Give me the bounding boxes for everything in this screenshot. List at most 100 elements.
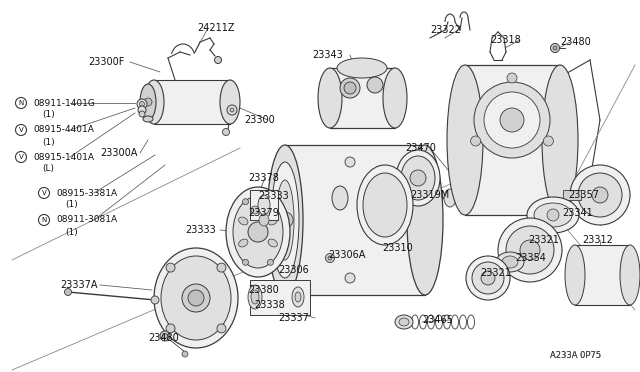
Ellipse shape xyxy=(318,68,342,128)
Ellipse shape xyxy=(143,116,153,122)
Bar xyxy=(575,245,630,305)
Circle shape xyxy=(481,271,495,285)
Circle shape xyxy=(570,165,630,225)
Text: 23338: 23338 xyxy=(254,300,285,310)
Circle shape xyxy=(214,57,221,64)
Ellipse shape xyxy=(527,197,579,233)
Circle shape xyxy=(472,262,504,294)
Text: 23306: 23306 xyxy=(278,265,308,275)
Ellipse shape xyxy=(620,245,640,305)
Text: V: V xyxy=(42,190,46,196)
Text: 23310: 23310 xyxy=(382,243,413,253)
Text: 23480: 23480 xyxy=(148,333,179,343)
Ellipse shape xyxy=(502,256,518,268)
Text: N: N xyxy=(42,217,47,223)
Text: 23322: 23322 xyxy=(430,25,461,35)
Circle shape xyxy=(65,289,72,295)
Circle shape xyxy=(344,82,356,94)
Circle shape xyxy=(543,136,554,146)
Text: 23480: 23480 xyxy=(560,37,591,47)
Ellipse shape xyxy=(239,217,248,225)
Circle shape xyxy=(163,334,168,339)
Circle shape xyxy=(140,102,145,106)
Circle shape xyxy=(474,82,550,158)
Text: 23318: 23318 xyxy=(490,35,521,45)
Circle shape xyxy=(507,73,517,83)
Ellipse shape xyxy=(154,248,238,348)
Text: 23470: 23470 xyxy=(405,143,436,153)
Circle shape xyxy=(160,331,170,341)
Circle shape xyxy=(367,77,383,93)
Ellipse shape xyxy=(268,239,277,247)
Text: (1): (1) xyxy=(42,110,55,119)
Text: 24211Z: 24211Z xyxy=(197,23,234,33)
Bar xyxy=(465,65,560,215)
Ellipse shape xyxy=(337,58,387,78)
Circle shape xyxy=(578,173,622,217)
Text: 23333: 23333 xyxy=(185,225,216,235)
Bar xyxy=(154,80,230,124)
Text: 23312: 23312 xyxy=(582,235,613,245)
Circle shape xyxy=(251,206,259,214)
Ellipse shape xyxy=(144,80,164,124)
Ellipse shape xyxy=(357,165,413,245)
Circle shape xyxy=(328,256,332,260)
Circle shape xyxy=(144,98,152,106)
Ellipse shape xyxy=(248,285,262,309)
Text: 08915-1401A: 08915-1401A xyxy=(33,153,94,161)
Text: 23337: 23337 xyxy=(278,313,309,323)
Circle shape xyxy=(182,284,210,312)
Circle shape xyxy=(470,136,481,146)
Ellipse shape xyxy=(395,315,413,329)
Ellipse shape xyxy=(407,145,443,295)
Ellipse shape xyxy=(161,256,231,340)
Circle shape xyxy=(277,212,293,228)
Circle shape xyxy=(217,324,226,333)
Text: 23300A: 23300A xyxy=(100,148,138,158)
Text: V: V xyxy=(19,154,24,160)
Text: 23333: 23333 xyxy=(258,191,289,201)
Ellipse shape xyxy=(140,84,156,120)
Circle shape xyxy=(466,256,510,300)
Circle shape xyxy=(550,44,559,52)
Text: 23379: 23379 xyxy=(248,208,279,218)
Text: 23354: 23354 xyxy=(515,253,546,263)
Ellipse shape xyxy=(496,252,524,272)
Ellipse shape xyxy=(259,214,269,226)
Bar xyxy=(250,190,278,220)
Text: 23343: 23343 xyxy=(312,50,343,60)
Circle shape xyxy=(410,170,426,186)
Text: 23337A: 23337A xyxy=(60,280,97,290)
Text: 08911-1401G: 08911-1401G xyxy=(33,99,95,108)
Circle shape xyxy=(592,187,608,203)
Ellipse shape xyxy=(399,318,409,326)
Text: A233A 0P75: A233A 0P75 xyxy=(550,350,601,359)
Circle shape xyxy=(500,108,524,132)
Ellipse shape xyxy=(220,80,240,124)
Circle shape xyxy=(230,108,234,112)
Circle shape xyxy=(520,240,540,260)
Ellipse shape xyxy=(295,292,301,302)
Text: N: N xyxy=(19,100,24,106)
Ellipse shape xyxy=(565,245,585,305)
Text: (L): (L) xyxy=(42,164,54,173)
Text: 23321: 23321 xyxy=(528,235,559,245)
Circle shape xyxy=(243,199,248,205)
Text: 23306A: 23306A xyxy=(328,250,365,260)
Ellipse shape xyxy=(271,162,299,278)
Ellipse shape xyxy=(251,290,259,304)
Circle shape xyxy=(484,92,540,148)
Ellipse shape xyxy=(401,156,435,200)
Ellipse shape xyxy=(267,145,303,295)
Text: 23380: 23380 xyxy=(248,285,279,295)
Text: 23357: 23357 xyxy=(568,190,599,200)
Text: 08911-3081A: 08911-3081A xyxy=(56,215,117,224)
Text: (1): (1) xyxy=(42,138,55,147)
Circle shape xyxy=(139,111,145,117)
Bar xyxy=(250,280,310,315)
Ellipse shape xyxy=(447,65,483,215)
Circle shape xyxy=(506,226,554,274)
Text: 08915-3381A: 08915-3381A xyxy=(56,189,117,198)
Ellipse shape xyxy=(233,196,283,268)
Circle shape xyxy=(166,263,175,272)
